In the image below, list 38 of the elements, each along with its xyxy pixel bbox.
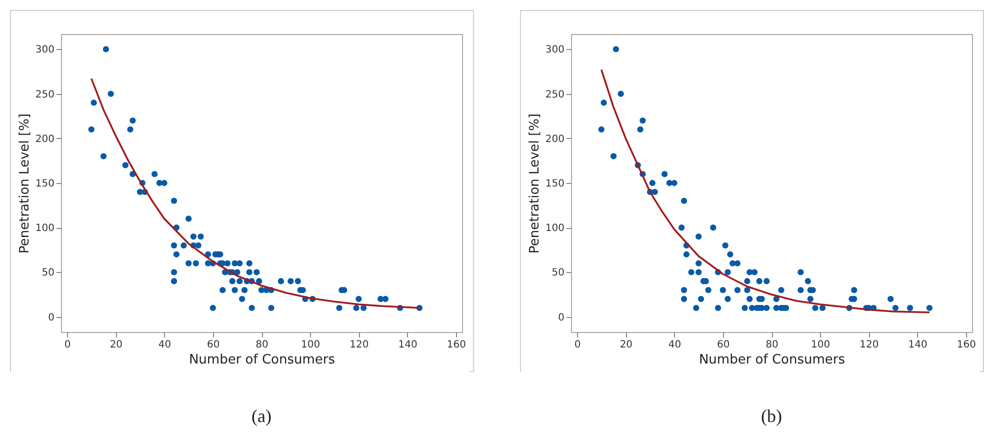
y-tick-label: 100: [545, 223, 564, 234]
x-tick-label: 20: [620, 340, 633, 350]
y-tick-label: 250: [545, 89, 564, 100]
x-tick-label: 120: [350, 340, 369, 350]
y-tick-label: 0: [558, 312, 564, 324]
x-tick-label: 40: [668, 340, 682, 350]
text: (b): [761, 406, 782, 426]
x-tick-label: 140: [398, 340, 418, 350]
x-tick-label: 20: [110, 340, 123, 350]
x-tick-label: 80: [256, 340, 268, 350]
y-tick-label: 150: [35, 178, 54, 190]
y-axis-title: Penetration Level [%]: [527, 114, 542, 254]
x-tick-label: 100: [811, 340, 830, 350]
x-tick-label: 60: [717, 340, 730, 350]
x-tick-label: 140: [908, 340, 928, 350]
y-tick-label: 0: [48, 312, 54, 324]
y-tick-label: 200: [35, 134, 54, 145]
y-tick-label: 300: [35, 44, 54, 56]
x-tick-label: 160: [956, 340, 976, 350]
x-axis-title: Number of Consumers: [698, 352, 846, 368]
x-tick-label: 100: [301, 340, 320, 350]
x-axis-title: Number of Consumers: [188, 352, 336, 368]
y-tick-label: 200: [545, 134, 564, 145]
y-axis-title: Penetration Level [%]: [17, 114, 32, 254]
x-tick-label: 40: [158, 340, 172, 350]
y-tick-label: 50: [42, 268, 54, 279]
x-tick-label: 80: [766, 340, 778, 350]
y-tick-label: 100: [35, 223, 54, 234]
y-tick-label: 150: [545, 178, 564, 190]
x-tick-label: 0: [574, 340, 581, 350]
x-tick-label: 60: [207, 340, 220, 350]
y-tick-label: 300: [545, 44, 564, 56]
text: (a): [252, 406, 272, 426]
x-tick-label: 0: [64, 340, 71, 350]
x-tick-label: 120: [860, 340, 879, 350]
y-tick-label: 250: [35, 89, 54, 100]
x-tick-label: 160: [446, 340, 466, 350]
y-tick-label: 50: [552, 268, 564, 279]
